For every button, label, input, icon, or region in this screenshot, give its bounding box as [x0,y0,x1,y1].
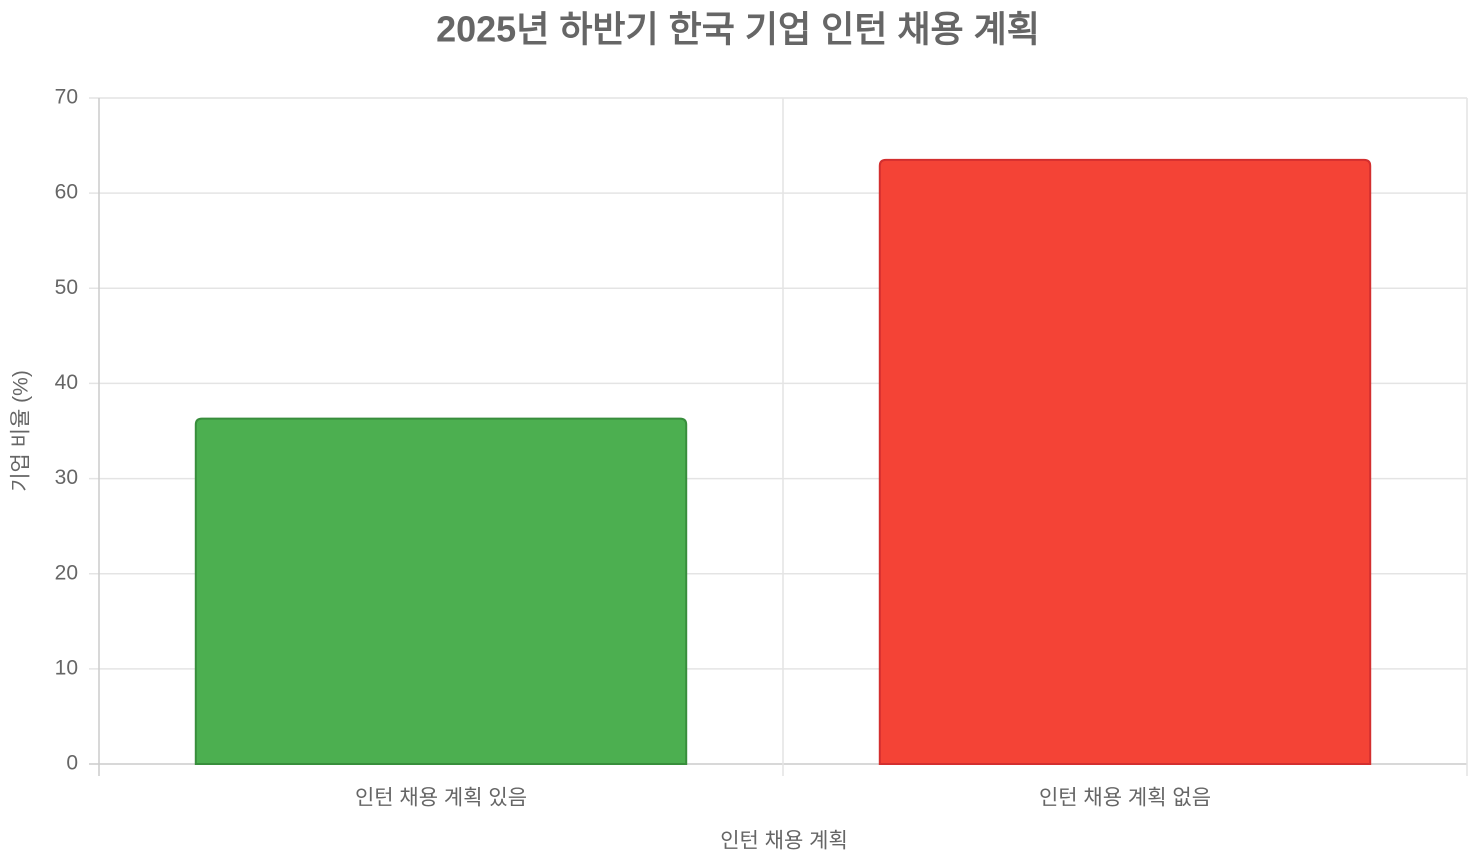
chart-title: 2025년 하반기 한국 기업 인턴 채용 계획 [436,9,1040,50]
y-tick-label: 10 [55,656,78,679]
x-tick-label: 인턴 채용 계획 없음 [1039,787,1211,810]
y-tick-label: 60 [55,181,78,204]
y-tick-label: 20 [55,561,78,584]
x-tick-label: 인턴 채용 계획 있음 [355,787,527,810]
y-axis-title: 기업 비율 (%) [10,370,33,492]
bar [194,417,688,765]
y-tick-label: 0 [66,752,78,775]
y-tick-label: 50 [55,276,78,299]
y-tick-label: 30 [55,466,78,489]
y-tick-label: 70 [55,86,78,109]
x-axis-title: 인턴 채용 계획 [720,830,848,853]
bar [878,158,1372,765]
y-tick-label: 40 [55,371,78,394]
